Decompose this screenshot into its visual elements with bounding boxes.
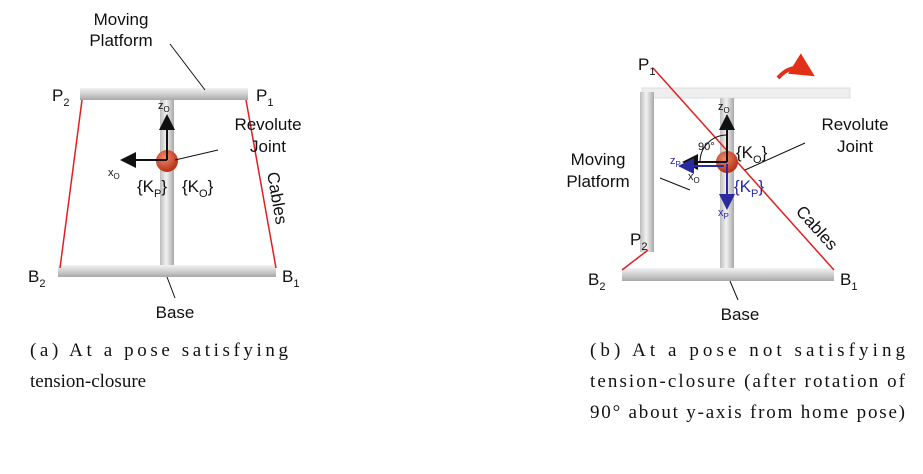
label: xO [688,171,700,185]
label: Base [156,303,195,322]
cable [652,67,835,271]
leader [659,177,691,191]
label: Platform [566,172,629,191]
label: B1 [282,267,299,290]
caption: 90° about y-axis from home pose) [590,402,905,423]
label: Moving [571,150,626,169]
caption: tension-closure [30,371,146,392]
leader [166,276,176,299]
label: Joint [837,137,873,156]
label: Revolute [234,115,301,134]
moving-platform [80,88,248,100]
label: Joint [250,137,286,156]
angle-arc [699,134,728,163]
label: xP [718,207,729,221]
label: Base [721,305,760,324]
cable [59,99,83,269]
label: P2 [52,86,69,109]
label: Moving [94,10,149,29]
leader [169,43,206,91]
label: zO [158,100,170,114]
label: Platform [89,31,152,50]
caption: (b) At a pose not satisfying [590,340,906,361]
label: B2 [588,270,605,293]
panel-b: P1 Moving Platform P2 zO 90° {KO} Revolu… [566,53,906,423]
moving-platform [640,92,654,252]
column [160,100,174,266]
caption: (a) At a pose satisfying [30,340,288,361]
leader [729,280,739,301]
leader [744,142,806,171]
leader [174,149,219,161]
label: {KO} [736,143,768,166]
base-bar [58,265,276,277]
cable [245,99,277,269]
base-bar [622,268,834,281]
label: B2 [28,267,45,290]
label: {KP} [137,177,167,200]
label: 90° [698,141,715,153]
label: {KP} [734,177,764,200]
rotation-arrow [776,53,815,80]
label: P1 [638,55,655,78]
label: P2 [630,230,647,253]
cable [621,249,649,271]
label: zP [670,155,681,169]
label: B1 [840,270,857,293]
label: Revolute [821,115,888,134]
caption: tension-closure (after rotation of [590,371,906,392]
label: Cables [792,202,842,254]
panel-a: Moving Platform P2 P1 zO xO Revolute Joi… [28,10,302,392]
label: xO [108,167,120,181]
label: zO [718,101,730,115]
label: P1 [256,86,273,109]
label: {KO} [182,177,214,200]
